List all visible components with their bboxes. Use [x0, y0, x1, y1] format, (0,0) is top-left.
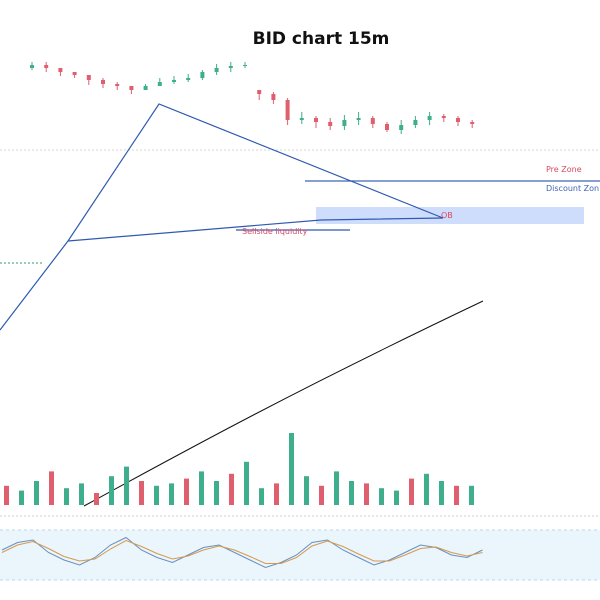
price-candle	[157, 78, 162, 86]
price-candle	[101, 78, 105, 88]
volume-bar	[304, 476, 309, 505]
volume-bar	[199, 471, 204, 505]
volume-bar	[274, 483, 279, 505]
stochastic-d-line	[1, 539, 483, 564]
price-candle	[115, 82, 120, 90]
volume-bar	[364, 483, 369, 505]
volume-bar	[349, 481, 354, 505]
ob-zone	[316, 207, 584, 224]
price-candle	[214, 64, 219, 75]
volume-bar	[319, 485, 324, 505]
volume-pane	[4, 433, 474, 505]
volume-bar	[409, 478, 414, 505]
volume-bar	[94, 493, 99, 505]
ob-label: OB	[441, 211, 453, 220]
price-candle	[271, 92, 276, 104]
price-candle	[356, 112, 361, 125]
volume-bar	[184, 478, 189, 505]
price-candle	[427, 112, 432, 125]
price-candle	[228, 62, 233, 72]
price-candle	[385, 122, 389, 132]
volume-bar	[424, 473, 429, 505]
volume-bar	[244, 461, 249, 505]
price-candle	[342, 115, 347, 130]
volume-bar	[4, 485, 9, 505]
volume-bar	[154, 485, 159, 505]
volume-bar	[289, 433, 294, 505]
price-candle	[172, 76, 176, 84]
price-candle	[299, 112, 304, 124]
price-candle	[186, 74, 191, 82]
volume-bar	[259, 488, 264, 505]
sellside-liquidity-label: Sellside liquidity	[242, 227, 308, 236]
volume-bar	[439, 481, 444, 505]
volume-bar	[214, 481, 219, 505]
volume-bar	[49, 471, 54, 505]
volume-bar	[64, 488, 69, 505]
price-candle	[72, 72, 77, 78]
candles	[30, 62, 475, 134]
price-candle	[328, 118, 333, 130]
price-candle	[243, 62, 247, 68]
volume-bar	[79, 483, 84, 505]
price-candle	[285, 98, 290, 125]
price-candle	[470, 120, 475, 128]
volume-bar	[34, 481, 39, 505]
price-candle	[58, 68, 63, 76]
volume-bar	[169, 483, 174, 505]
price-candle	[129, 86, 134, 94]
chart-title: BID chart 15m	[253, 29, 390, 49]
price-candle	[44, 62, 49, 72]
price-candle	[456, 116, 460, 126]
volume-bar	[19, 490, 24, 505]
stochastic-pane	[0, 515, 600, 581]
trend-lines	[0, 103, 444, 331]
price-candle	[441, 114, 446, 122]
price-candle	[30, 62, 34, 70]
price-candle	[200, 70, 205, 80]
volume-bar	[469, 485, 474, 505]
volume-bar	[139, 481, 144, 505]
price-candle	[143, 84, 148, 90]
volume-bar	[379, 488, 384, 505]
price-candle	[399, 120, 404, 134]
price-candle	[257, 90, 262, 100]
volume-bar	[109, 476, 114, 505]
price-pane: Pre Zone Discount Zon OB Sellside liquid…	[0, 62, 600, 507]
volume-bar	[124, 466, 129, 505]
ma-line	[83, 300, 484, 507]
price-candle	[370, 116, 375, 128]
volume-bar	[454, 485, 459, 505]
stochastic-k-line	[1, 536, 483, 569]
discount-zone-label: Discount Zon	[546, 184, 599, 193]
volume-bar	[229, 473, 234, 505]
price-candle	[413, 116, 418, 128]
volume-bar	[394, 490, 399, 505]
volume-bar	[334, 471, 339, 505]
price-candle	[314, 116, 318, 128]
pre-zone-label: Pre Zone	[546, 165, 582, 174]
price-candle	[86, 75, 91, 85]
